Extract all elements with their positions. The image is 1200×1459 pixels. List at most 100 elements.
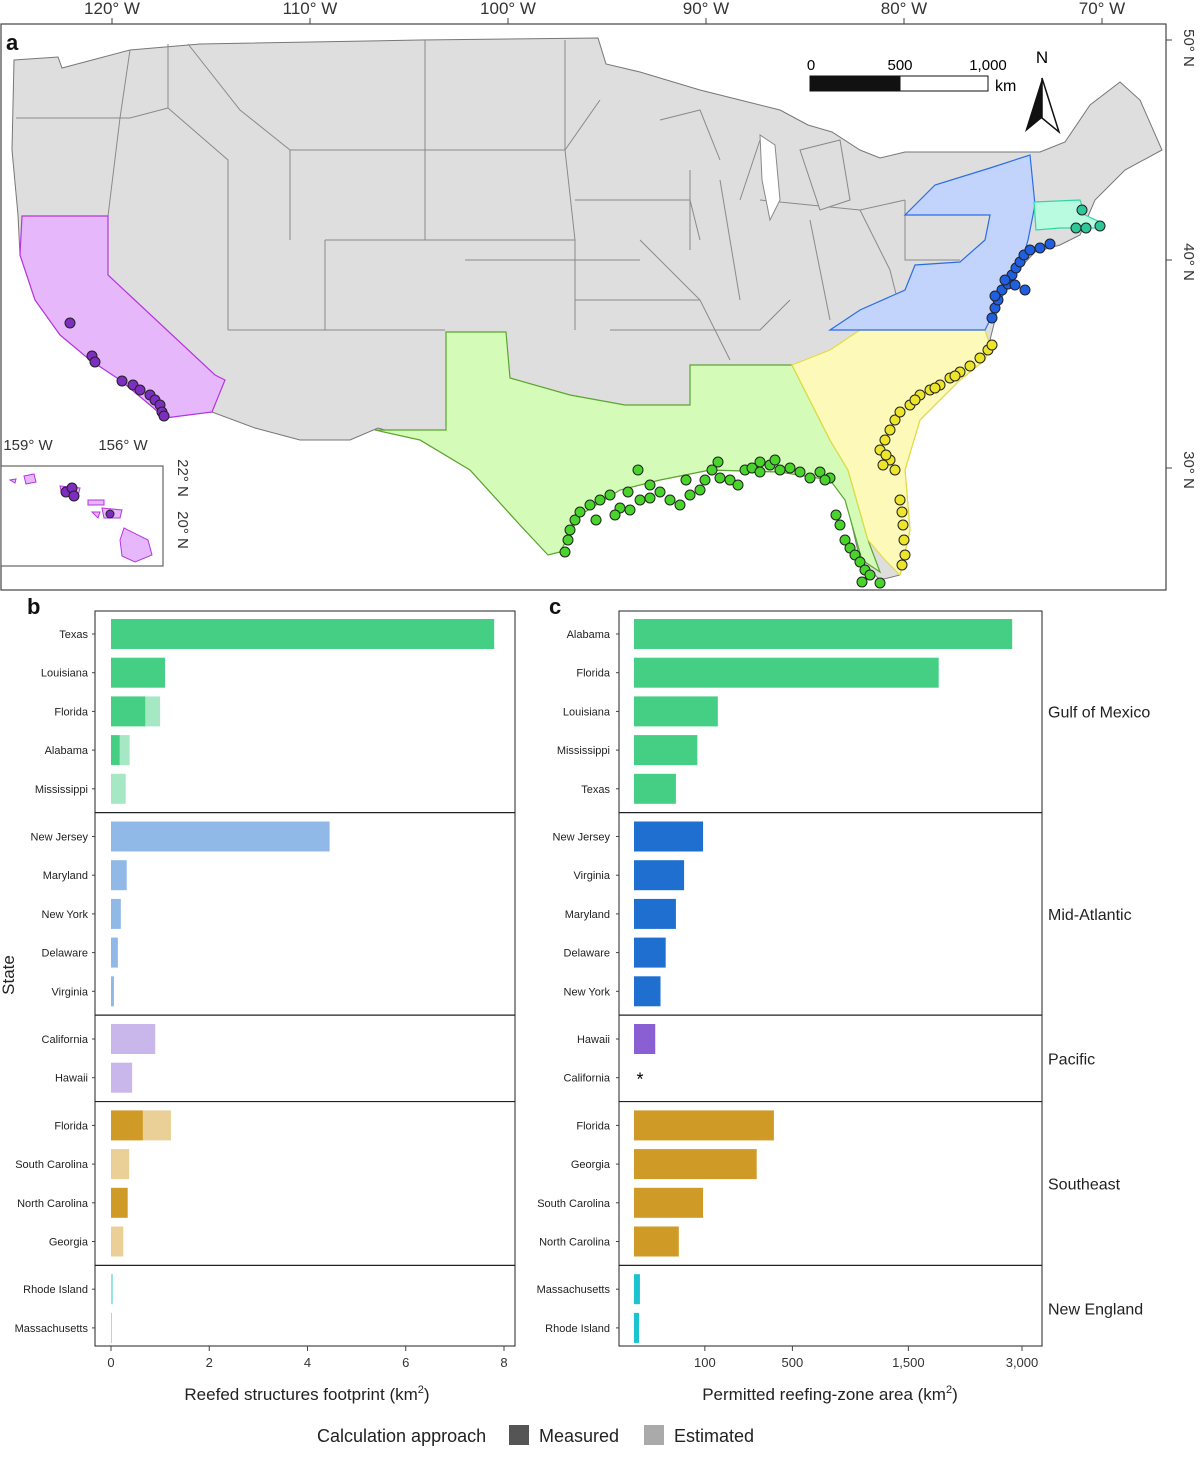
site-point-pacific-10 xyxy=(158,410,170,422)
panel-b-state-label-mid-atlantic-virginia: Virginia xyxy=(52,986,89,998)
scale-bar-white-segment xyxy=(899,75,989,92)
panel-c-state-label-southeast-florida: Florida xyxy=(576,1120,611,1132)
site-point-gulf-of-mexico-24 xyxy=(754,456,766,468)
panel-b-state-label-southeast-georgia: Georgia xyxy=(49,1237,89,1249)
panel-c-xtick-label-3: 3,000 xyxy=(1006,1355,1039,1370)
legend-label-estimated: Estimated xyxy=(674,1426,754,1446)
site-point-gulf-of-mexico-45 xyxy=(590,514,602,526)
hawaii-inset: 159° W 156° W 22° N 20° N xyxy=(0,437,191,567)
legend: Calculation approach Measured Estimated xyxy=(317,1425,754,1446)
site-point-new-england-3 xyxy=(1076,204,1088,216)
panel-b-state-label-new-england-rhode-island: Rhode Island xyxy=(23,1284,88,1296)
bar-b-estimated-southeast-south-carolina xyxy=(111,1149,130,1180)
inset-lat-label-22n: 22° N xyxy=(174,459,191,497)
site-point-gulf-of-mexico-2 xyxy=(564,524,576,536)
panel-b-state-label-pacific-california: California xyxy=(42,1034,89,1046)
panel-c-state-label-southeast-georgia: Georgia xyxy=(571,1159,611,1171)
site-point-gulf-of-mexico-48 xyxy=(712,456,724,468)
bar-c-gulf-of-mexico-louisiana xyxy=(634,696,718,727)
panel-b-state-label-new-england-massachusetts: Massachusetts xyxy=(15,1323,89,1335)
site-point-gulf-of-mexico-42 xyxy=(632,464,644,476)
panel-c-letter: c xyxy=(549,594,561,619)
site-point-southeast-14 xyxy=(986,339,998,351)
site-point-new-england-1 xyxy=(1080,222,1092,234)
site-point-gulf-of-mexico-28 xyxy=(794,466,806,478)
scale-unit: km xyxy=(995,78,1016,95)
panel-b-xtick-label-0: 0 xyxy=(107,1355,114,1370)
site-point-gulf-of-mexico-37 xyxy=(854,556,866,568)
site-point-gulf-of-mexico-12 xyxy=(654,486,666,498)
region-label-pacific: Pacific xyxy=(1048,1051,1095,1068)
panel-c-frame xyxy=(618,610,1043,1347)
panel-b-ylabel: State xyxy=(0,955,18,995)
bar-b-measured-southeast-north-carolina xyxy=(111,1187,128,1218)
panel-c-state-label-mid-atlantic-virginia: Virginia xyxy=(574,870,611,882)
site-point-gulf-of-mexico-46 xyxy=(622,486,634,498)
site-point-mid-atlantic-0 xyxy=(986,312,998,324)
island-kauai xyxy=(23,473,37,485)
bar-b-estimated-new-england-rhode-island xyxy=(111,1274,113,1305)
bar-b-estimated-mid-atlantic-maryland xyxy=(111,860,127,891)
site-point-mid-atlantic-10 xyxy=(1034,242,1046,254)
panel-c-state-label-gulf-of-mexico-mississippi: Mississippi xyxy=(557,745,610,757)
panel-b-state-label-southeast-north-carolina: North Carolina xyxy=(17,1198,89,1210)
island-big-island xyxy=(119,527,153,563)
lat-label-30n: 30° N xyxy=(1180,451,1197,489)
site-point-southeast-12 xyxy=(974,352,986,364)
site-point-gulf-of-mexico-6 xyxy=(594,494,606,506)
site-point-gulf-of-mexico-10 xyxy=(634,494,646,506)
panel-c: c Alabama Florida Louisiana Mississippi Texa… xyxy=(537,594,1151,1404)
panel-b-state-label-gulf-of-mexico-mississippi: Mississippi xyxy=(35,784,88,796)
panel-b-state-label-mid-atlantic-new-york: New York xyxy=(42,909,89,921)
panel-b-xlabel: Reefed structures footprint (km2) xyxy=(184,1384,429,1404)
panel-b-state-label-gulf-of-mexico-louisiana: Louisiana xyxy=(41,668,89,680)
legend-label-measured: Measured xyxy=(539,1426,619,1446)
site-point-gulf-of-mexico-50 xyxy=(769,454,781,466)
site-point-southeast-19 xyxy=(897,519,909,531)
lon-label-110w: 110° W xyxy=(283,0,338,18)
site-point-southeast-22 xyxy=(896,559,908,571)
bar-c-pacific-hawaii xyxy=(634,1024,656,1054)
bar-b-measured-gulf-of-mexico-louisiana xyxy=(111,657,166,688)
bar-b-measured-gulf-of-mexico-florida xyxy=(111,696,146,727)
site-point-gulf-of-mexico-3 xyxy=(569,514,581,526)
lon-label-90w: 90° W xyxy=(683,0,729,18)
bar-c-southeast-north-carolina xyxy=(634,1226,679,1257)
bar-c-mid-atlantic-delaware xyxy=(634,937,666,968)
site-point-southeast-4 xyxy=(894,406,906,418)
panel-b-state-label-mid-atlantic-delaware: Delaware xyxy=(42,948,88,960)
region-label-mid-atlantic: Mid-Atlantic xyxy=(1048,907,1132,924)
site-point-mid-atlantic-11 xyxy=(1044,238,1056,250)
site-point-mid-atlantic-14 xyxy=(999,274,1011,286)
site-point-gulf-of-mexico-51 xyxy=(819,474,831,486)
bar-c-gulf-of-mexico-alabama xyxy=(634,619,1013,649)
scale-bar-black-segment xyxy=(809,75,901,92)
panel-c-state-label-mid-atlantic-new-jersey: New Jersey xyxy=(553,832,611,844)
site-point-mid-atlantic-12 xyxy=(1019,284,1031,296)
site-point-gulf-of-mexico-18 xyxy=(706,464,718,476)
map-points xyxy=(64,204,1106,589)
north-arrow-right-half xyxy=(1041,77,1061,135)
bar-c-gulf-of-mexico-mississippi xyxy=(634,735,698,766)
site-point-southeast-2 xyxy=(884,424,896,436)
site-point-gulf-of-mexico-15 xyxy=(684,489,696,501)
panel-c-state-label-southeast-south-carolina: South Carolina xyxy=(537,1198,611,1210)
site-point-gulf-of-mexico-44 xyxy=(609,509,621,521)
site-point-southeast-16 xyxy=(889,464,901,476)
bar-b-estimated-mid-atlantic-delaware xyxy=(111,937,118,968)
panel-b-state-label-mid-atlantic-maryland: Maryland xyxy=(43,870,88,882)
lon-label-70w: 70° W xyxy=(1079,0,1125,18)
bar-b-measured-southeast-florida xyxy=(111,1110,143,1141)
bar-b-estimated-mid-atlantic-virginia xyxy=(111,976,114,1007)
region-label-new-england: New England xyxy=(1048,1302,1143,1319)
panel-b-bars: Texas Louisiana Florida Alabama Mississippi N… xyxy=(15,619,515,1370)
panel-c-bars: Alabama Florida Louisiana Mississippi Texas G… xyxy=(537,619,1150,1370)
map-panel: a 120° W 110° W 100° W 90° W 80° W 70° W… xyxy=(0,0,1197,591)
site-point-gulf-of-mexico-17 xyxy=(699,474,711,486)
panel-c-state-label-new-england-massachusetts: Massachusetts xyxy=(537,1284,611,1296)
north-label: N xyxy=(1036,48,1048,67)
site-point-gulf-of-mexico-0 xyxy=(559,546,571,558)
bar-c-mid-atlantic-new-jersey xyxy=(634,821,704,852)
bar-b-measured-gulf-of-mexico-texas xyxy=(111,619,495,649)
site-point-gulf-of-mexico-1 xyxy=(562,534,574,546)
